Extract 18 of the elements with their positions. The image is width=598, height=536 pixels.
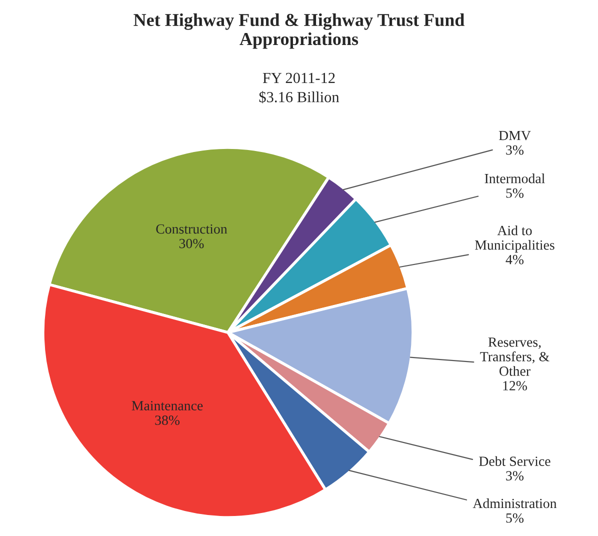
data-label: 30% [179,238,204,248]
chart-title: Net Highway Fund & Highway Trust Fund Appropriations [134,13,465,49]
data-label: 38% [155,416,180,425]
data-label: 4% [506,254,524,264]
slice-label: Maintenance [132,401,203,410]
slice-label: Aid to Municipalities [475,225,554,253]
data-label: 3% [506,145,524,155]
slice-label: DMV [498,130,531,140]
slice-label: Administration [472,498,557,508]
chart-subtitle: FY 2011-12 $3.16 Billion [259,72,340,104]
slice-label: Construction [156,224,228,234]
data-label: 5% [506,513,524,523]
slice-label: Debt Service [479,456,550,466]
slice-label: Reserves, Transfers, & Other [480,338,550,376]
data-label: 5% [506,188,524,198]
slice-label: Intermodal [484,174,545,184]
data-label: 12% [503,381,527,390]
data-label: 3% [506,471,524,481]
